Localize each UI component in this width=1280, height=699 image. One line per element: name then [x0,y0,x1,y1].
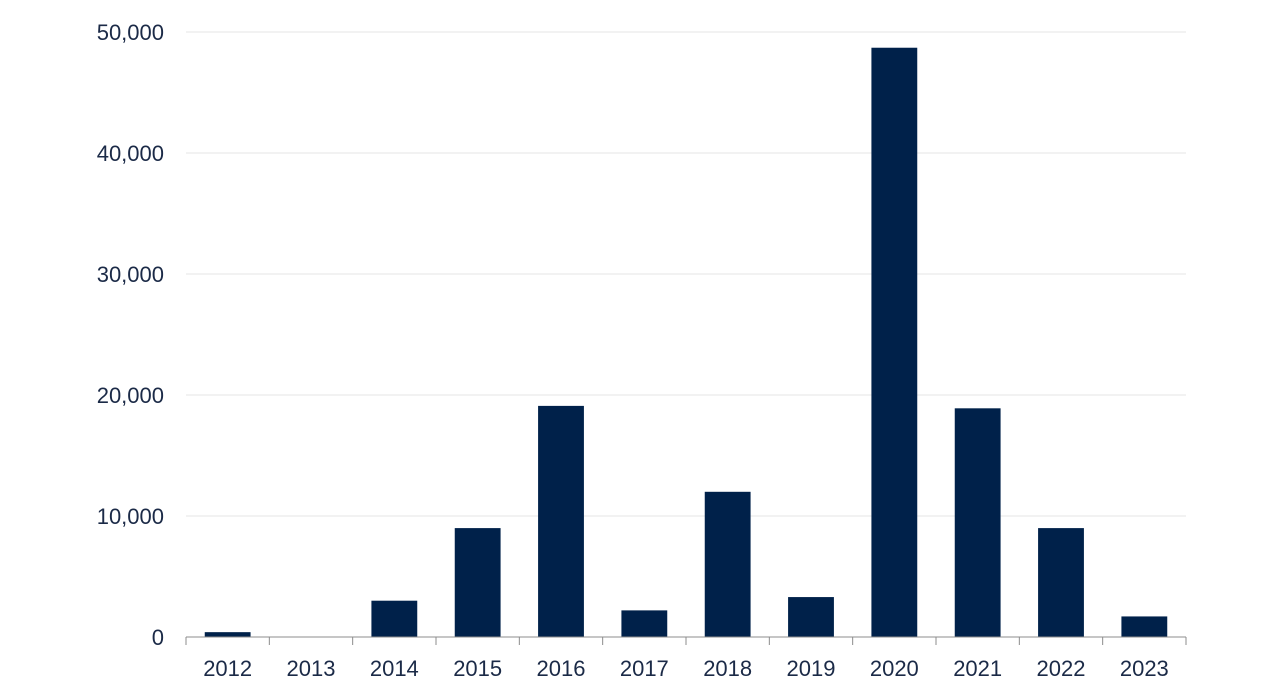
x-axis: 2012 2013 2014 2015 2016 2017 2018 2019 2020 2021… [185,636,1187,681]
bars [204,47,1168,638]
bar-2016 [538,405,584,637]
x-tick-label: 2013 [287,656,336,681]
x-tick-label: 2012 [203,656,252,681]
y-tick-label: 0 [152,625,164,650]
x-tick-label: 2022 [1037,656,1086,681]
x-tick-label: 2014 [370,656,419,681]
y-tick-label: 30,000 [97,262,164,287]
y-axis-tick-labels: 0 10,000 20,000 30,000 40,000 50,000 [97,20,164,650]
bar-2023 [1121,616,1168,637]
x-tick-label: 2019 [787,656,836,681]
x-tick-label: 2023 [1120,656,1169,681]
bar-2021 [954,408,1001,637]
y-tick-label: 40,000 [97,141,164,166]
bar-2015 [454,528,501,637]
x-tick-label: 2017 [620,656,669,681]
gridlines [186,31,1186,517]
y-tick-label: 10,000 [97,504,164,529]
x-tick-label: 2018 [703,656,752,681]
bar-2012 [204,632,251,637]
x-tick-label: 2016 [537,656,586,681]
bar-2014 [371,600,418,637]
x-tick-label: 2020 [870,656,919,681]
bar-2018 [704,491,751,637]
bar-2022 [1038,528,1084,637]
x-tick-label: 2021 [953,656,1002,681]
bar-2020 [871,47,918,638]
y-tick-label: 50,000 [97,20,164,45]
x-tick-label: 2015 [453,656,502,681]
y-tick-label: 20,000 [97,383,164,408]
bar-2019 [788,597,834,637]
bar-2017 [621,610,668,637]
